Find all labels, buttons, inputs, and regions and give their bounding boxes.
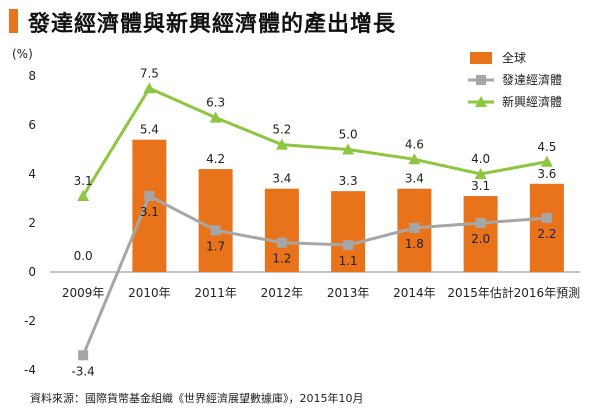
line-value-label-advanced: 1.1 bbox=[339, 254, 358, 268]
line-value-label-emerging: 4.5 bbox=[537, 140, 556, 154]
page-title: 發達經濟體與新興經濟體的產出增長 bbox=[28, 11, 397, 37]
x-category-label: 2009年 bbox=[62, 286, 105, 300]
bar-value-label: 3.3 bbox=[339, 174, 358, 188]
line-value-label-emerging: 7.5 bbox=[140, 66, 159, 80]
y-axis-unit-label: (%) bbox=[12, 47, 33, 61]
legend-swatch-bar bbox=[470, 52, 492, 64]
x-category-label: 2013年 bbox=[327, 286, 370, 300]
title-accent-bar bbox=[9, 9, 18, 33]
legend-marker-square bbox=[476, 75, 486, 85]
bar-value-label: 3.4 bbox=[272, 172, 291, 186]
line-value-label-emerging: 5.2 bbox=[272, 123, 291, 137]
y-tick-label: 6 bbox=[28, 118, 36, 132]
line-value-label-emerging: 5.0 bbox=[339, 128, 358, 142]
line-series bbox=[77, 82, 553, 361]
line-value-label-emerging: 3.1 bbox=[74, 174, 93, 188]
x-category-label: 2015年估計 bbox=[447, 285, 514, 300]
line-value-label-advanced: 3.1 bbox=[140, 205, 159, 219]
y-tick-label: -2 bbox=[24, 314, 36, 328]
line-value-label-emerging: 4.0 bbox=[471, 152, 490, 166]
line-value-label-advanced: 1.8 bbox=[405, 237, 424, 251]
line-value-label-advanced: 1.7 bbox=[206, 239, 225, 253]
marker-triangle-emerging bbox=[275, 138, 288, 150]
marker-triangle-emerging bbox=[342, 143, 355, 155]
bar-value-label: 3.4 bbox=[405, 172, 424, 186]
line-value-label-advanced: 1.2 bbox=[272, 252, 291, 266]
marker-triangle-emerging bbox=[408, 153, 421, 165]
bar-global bbox=[198, 169, 233, 272]
x-category-label: 2011年 bbox=[194, 286, 237, 300]
bar-value-label: 0.0 bbox=[74, 249, 93, 263]
marker-square-advanced bbox=[276, 237, 287, 248]
y-tick-label: 8 bbox=[28, 69, 36, 83]
legend-label: 發達經濟體 bbox=[502, 72, 562, 87]
legend-marker-triangle bbox=[475, 96, 487, 107]
bar-global bbox=[331, 191, 366, 272]
line-value-label-advanced: -3.4 bbox=[71, 364, 94, 378]
line-value-label-advanced: 2.2 bbox=[537, 227, 556, 241]
bar-global bbox=[529, 183, 564, 272]
legend-label: 全球 bbox=[502, 50, 526, 65]
marker-square-advanced bbox=[144, 191, 155, 202]
marker-square-advanced bbox=[210, 225, 221, 236]
line-value-label-emerging: 6.3 bbox=[206, 96, 225, 110]
marker-square-advanced bbox=[541, 213, 552, 224]
bar-value-label: 3.6 bbox=[537, 167, 556, 181]
bar-value-label: 3.1 bbox=[471, 179, 490, 193]
x-category-label: 2010年 bbox=[128, 286, 171, 300]
x-category-label: 2012年 bbox=[261, 286, 304, 300]
marker-square-advanced bbox=[409, 222, 420, 233]
line-value-label-advanced: 2.0 bbox=[471, 232, 490, 246]
y-tick-label: -4 bbox=[24, 363, 36, 377]
y-tick-label: 0 bbox=[28, 265, 36, 279]
y-tick-label: 2 bbox=[28, 216, 36, 230]
x-category-label: 2014年 bbox=[393, 286, 436, 300]
bar-global bbox=[132, 139, 167, 272]
marker-triangle-emerging bbox=[143, 82, 156, 94]
marker-square-advanced bbox=[475, 218, 486, 228]
source-note: 資料來源：國際貨幣基金組織《世界經濟展望數據庫》，2015年10月 bbox=[30, 392, 364, 405]
line-emerging bbox=[81, 86, 548, 197]
marker-triangle-emerging bbox=[474, 168, 487, 179]
bar-value-label: 4.2 bbox=[206, 152, 225, 166]
legend-label: 新興經濟體 bbox=[502, 94, 562, 109]
marker-square-advanced bbox=[343, 240, 354, 251]
data-labels: 0.0 5.4 4.2 3.4 3.3 3.4 3.1 3.6 -3.4 3.1 1.7 1.2 1.1… bbox=[71, 66, 556, 378]
bar-global bbox=[264, 188, 299, 272]
marker-triangle-emerging bbox=[540, 155, 553, 167]
marker-triangle-emerging bbox=[209, 111, 222, 123]
chart-axes: (%) -4 -2 0 2 4 6 8 2009年 2010年 2011年 2012年 2013年 201… bbox=[12, 47, 580, 377]
line-value-label-emerging: 4.6 bbox=[405, 137, 424, 151]
bar-global bbox=[463, 196, 498, 272]
bar-series bbox=[132, 139, 564, 272]
y-tick-label: 4 bbox=[28, 167, 36, 181]
marker-square-advanced bbox=[78, 350, 89, 361]
marker-triangle-emerging bbox=[77, 190, 90, 202]
x-category-label: 2016年預測 bbox=[514, 286, 581, 300]
bar-value-label: 5.4 bbox=[140, 123, 159, 137]
line-advanced bbox=[81, 193, 547, 356]
